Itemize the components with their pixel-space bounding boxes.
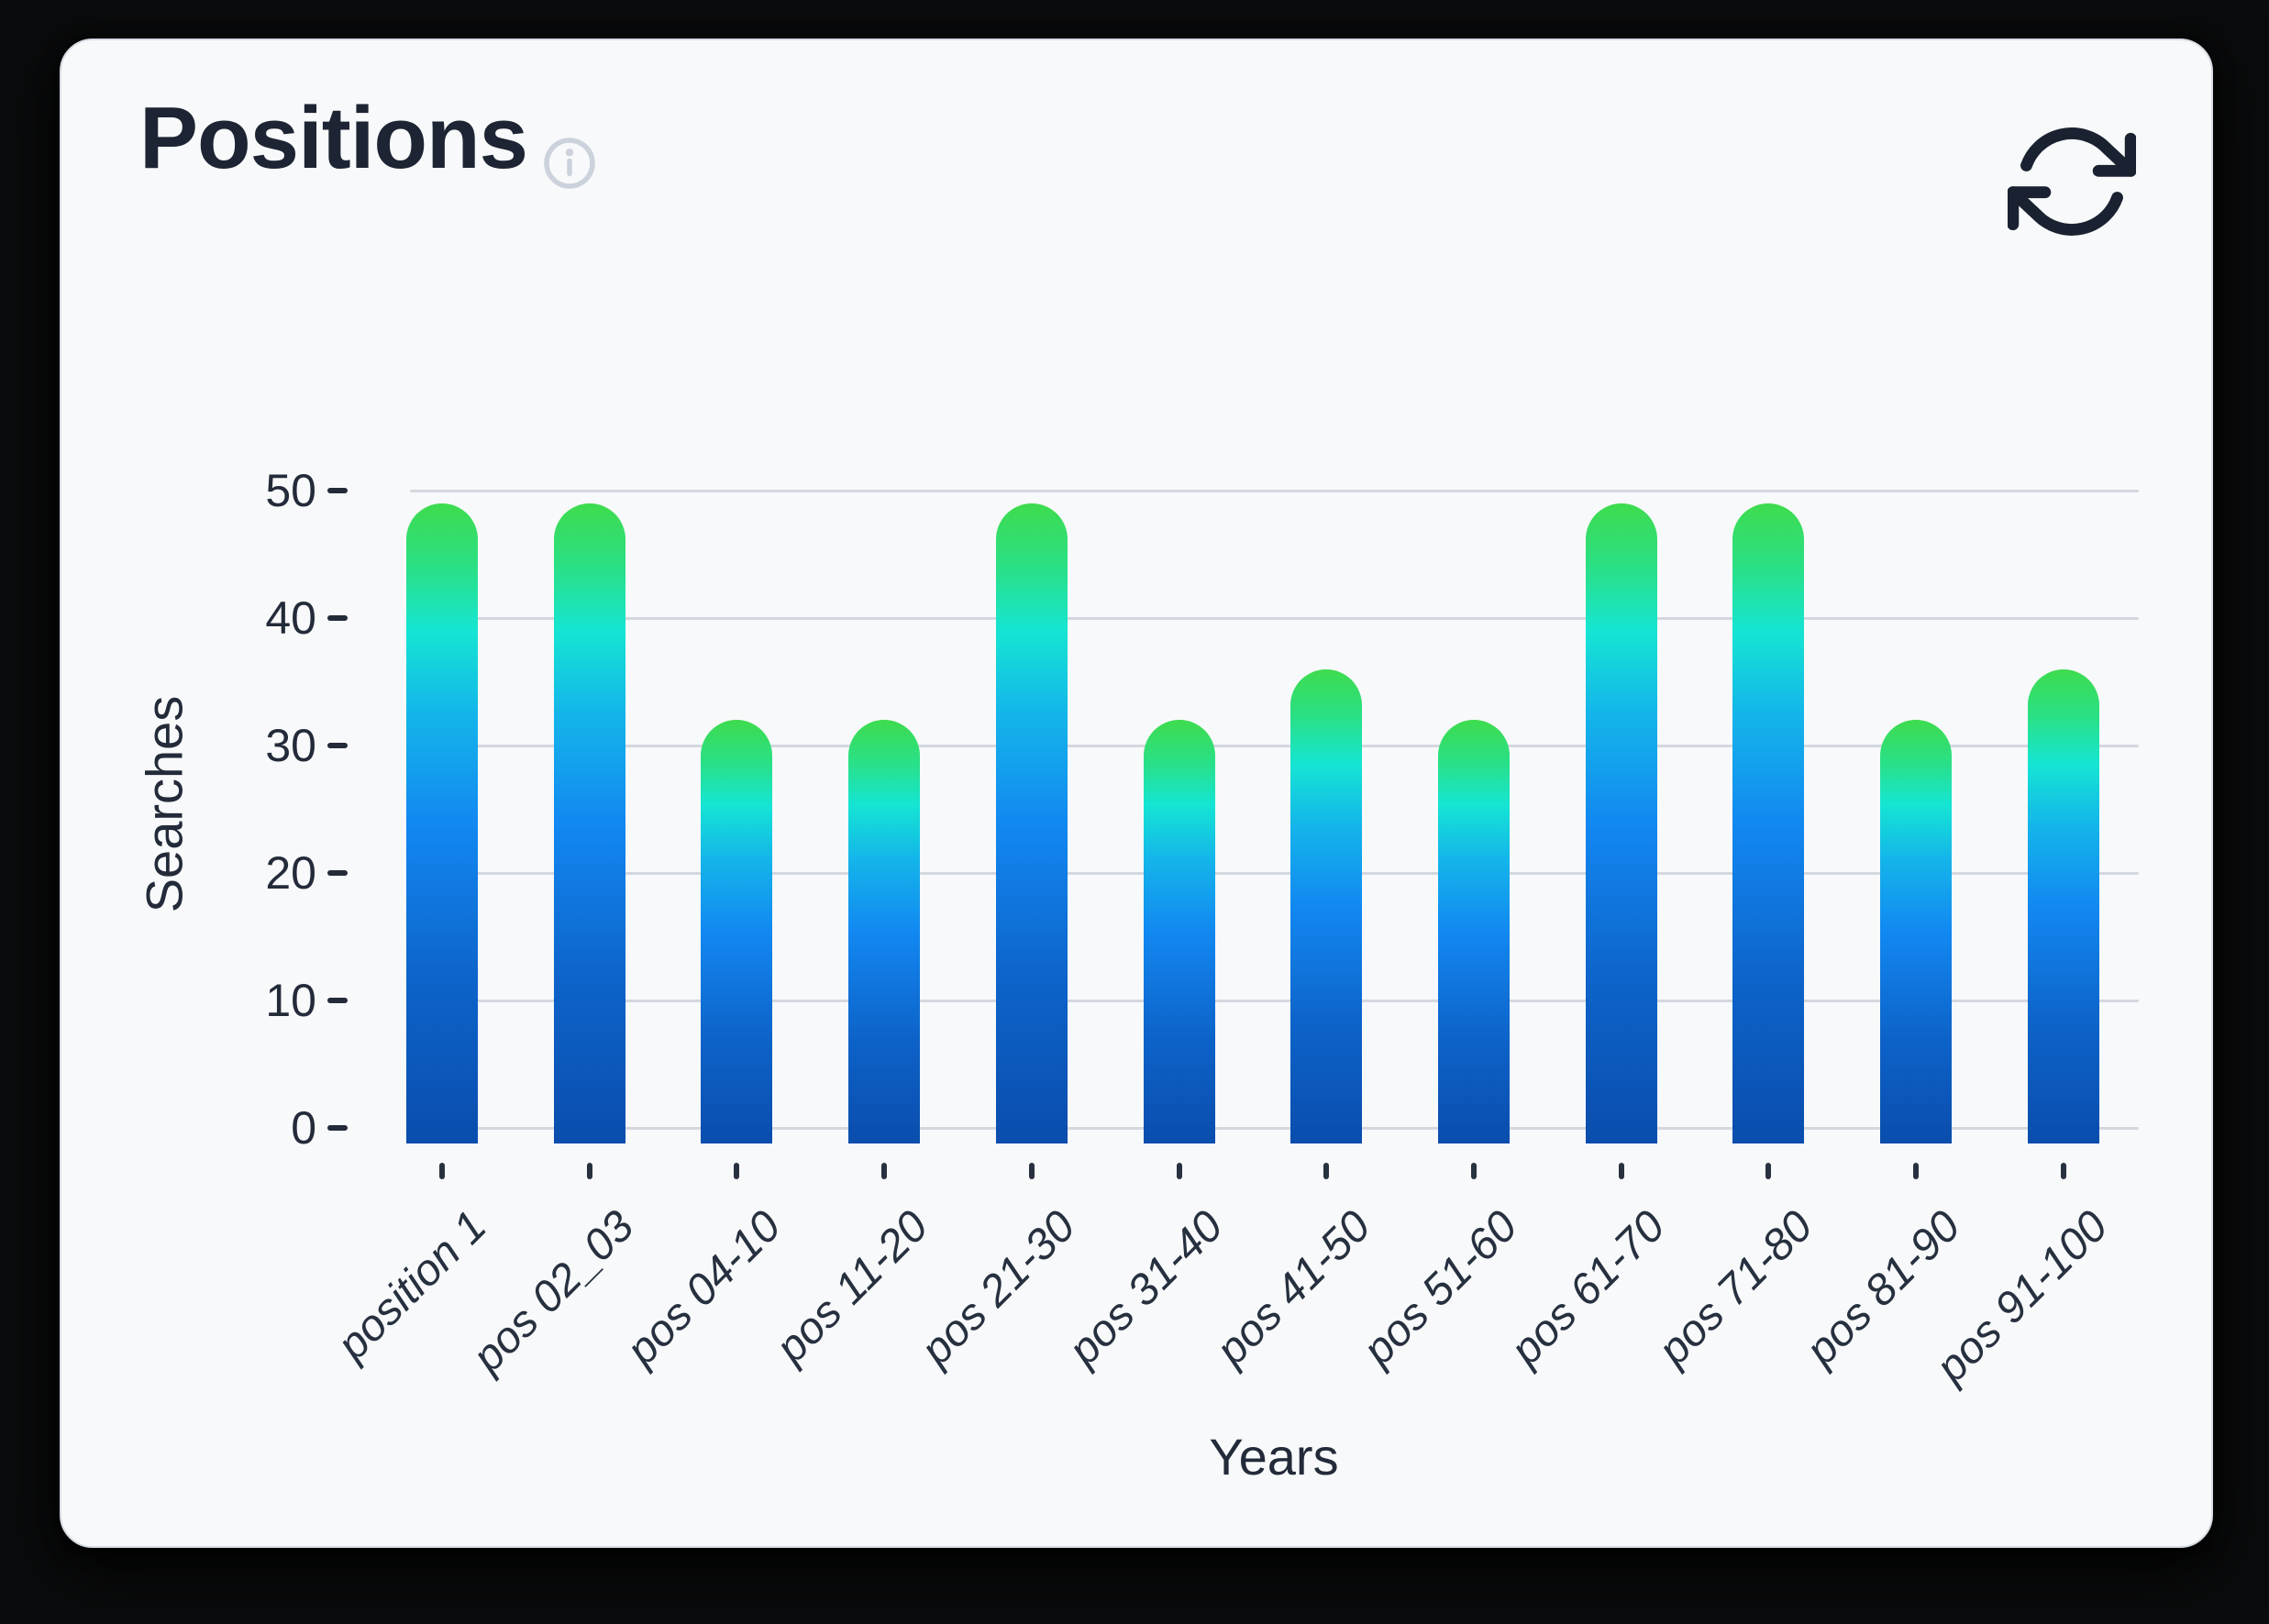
x-category-label: pos 02_03 [462,1201,643,1382]
refresh-icon [2007,127,2137,236]
bar-chart: Searches 0 10 20 30 40 50 position 1 pos 02_03 p… [61,40,2211,1546]
y-tick-label: 10 [61,974,348,1027]
bar-pos-02_03 [553,503,625,1143]
x-tick-mark [2060,1163,2066,1179]
gridline-y-40 [410,617,2139,620]
y-tick-label: 40 [61,591,348,645]
gridline-y-20 [410,872,2139,875]
x-tick-mark [1765,1163,1772,1179]
x-category-label: pos 21-30 [912,1201,1085,1375]
bar-pos-81-90 [1880,720,1952,1143]
x-category-label: pos 31-40 [1059,1201,1233,1375]
card-header: Positions [61,40,2211,279]
x-category-label: pos 51-60 [1354,1201,1528,1375]
y-tick-mark [327,870,348,876]
y-tick-mark [327,615,348,621]
y-tick-mark [327,998,348,1003]
info-icon[interactable] [542,136,597,191]
bar-pos-91-100 [2027,668,2099,1143]
bar-pos-41-50 [1290,668,1363,1143]
gridline-y-50 [410,490,2139,492]
y-tick-label: 30 [61,719,348,772]
bar-pos-71-80 [1732,503,1805,1143]
gridline-y-30 [410,745,2139,747]
y-tick-mark [327,488,348,493]
gridline-y-0 [410,1127,2139,1130]
x-axis-title: Years [1209,1428,1339,1486]
x-tick-mark [1323,1163,1330,1179]
positions-card: Positions Searches 0 10 20 30 40 50 pos [60,39,2213,1548]
bar-pos-21-30 [995,503,1068,1143]
x-category-label: pos 61-70 [1501,1201,1675,1375]
bar-pos-11-20 [848,720,921,1143]
refresh-button[interactable] [2007,117,2137,246]
y-tick-label: 0 [61,1101,348,1154]
gridline-y-10 [410,1000,2139,1002]
bar-pos-61-70 [1585,503,1657,1143]
x-category-label: pos 04-10 [617,1201,791,1375]
y-tick-mark [327,743,348,748]
x-category-label: pos 11-20 [767,1201,938,1373]
bar-pos-04-10 [701,720,773,1143]
x-category-label: pos 71-80 [1649,1201,1822,1375]
x-tick-mark [439,1163,445,1179]
y-tick-mark [327,1125,348,1131]
bar-position-1 [406,503,478,1143]
x-tick-mark [1470,1163,1477,1179]
y-tick-label: 20 [61,846,348,900]
card-title: Positions [139,89,528,187]
bar-pos-51-60 [1437,720,1510,1143]
bar-pos-31-40 [1143,720,1215,1143]
y-tick-label: 50 [61,464,348,517]
x-tick-mark [1618,1163,1624,1179]
x-tick-mark [734,1163,740,1179]
x-tick-mark [1176,1163,1182,1179]
x-tick-mark [586,1163,592,1179]
x-tick-mark [881,1163,888,1179]
x-tick-mark [1913,1163,1919,1179]
x-tick-mark [1028,1163,1035,1179]
x-category-label: pos 41-50 [1206,1201,1380,1375]
